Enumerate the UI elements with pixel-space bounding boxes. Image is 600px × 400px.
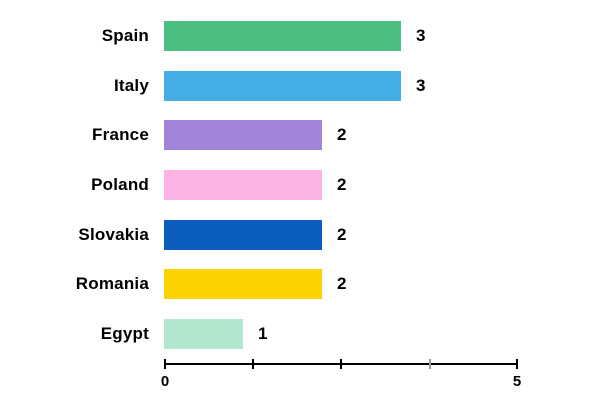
- category-label: France: [92, 125, 149, 145]
- value-label: 1: [258, 324, 268, 344]
- bar: [164, 21, 401, 51]
- category-label: Italy: [113, 75, 149, 95]
- bar-track: 2: [164, 269, 347, 300]
- value-label: 2: [337, 274, 347, 294]
- x-axis-tick: [340, 359, 342, 369]
- bar-row: Egypt 1: [0, 319, 425, 350]
- bar: [164, 319, 243, 350]
- category-label: Romania: [75, 274, 149, 294]
- bar: [164, 120, 322, 151]
- category-label: Egypt: [100, 324, 149, 344]
- bar-track: 3: [164, 21, 425, 51]
- value-label: 2: [337, 224, 347, 244]
- bar: [164, 70, 401, 101]
- x-axis-line: 0 5: [161, 359, 521, 390]
- category-label: Poland: [91, 175, 149, 195]
- x-axis-tick: [164, 359, 166, 369]
- category-label: Spain: [101, 26, 149, 45]
- bar-row: Spain 3: [0, 21, 425, 51]
- bar-row: Poland 2: [0, 170, 425, 201]
- bar-row: Romania 2: [0, 269, 425, 300]
- value-label: 3: [416, 26, 426, 45]
- x-axis-tick-label-max: 5: [512, 373, 522, 390]
- bar-row: France 2: [0, 120, 425, 151]
- value-label: 2: [337, 125, 347, 145]
- bar-track: 2: [164, 120, 347, 151]
- category-label: Slovakia: [78, 224, 149, 244]
- bar: [164, 219, 322, 250]
- bar-track: 3: [164, 70, 426, 101]
- bar-rows: Spain 3 Italy 3 France 2 Poland 2: [0, 21, 426, 350]
- x-axis-tick-minor: [428, 359, 431, 369]
- x-axis-tick: [516, 359, 518, 369]
- bar-row: Slovakia 2: [0, 219, 425, 250]
- value-label: 2: [337, 175, 347, 195]
- bar: [164, 269, 322, 300]
- x-axis-tick: [251, 359, 254, 369]
- bar-row: Italy 3: [0, 70, 426, 101]
- value-label: 3: [416, 75, 426, 95]
- bar: [164, 170, 322, 201]
- bar-track: 1: [164, 319, 268, 350]
- x-axis-tick-label-min: 0: [160, 373, 170, 390]
- bar-track: 2: [164, 170, 347, 201]
- bar-track: 2: [164, 219, 347, 250]
